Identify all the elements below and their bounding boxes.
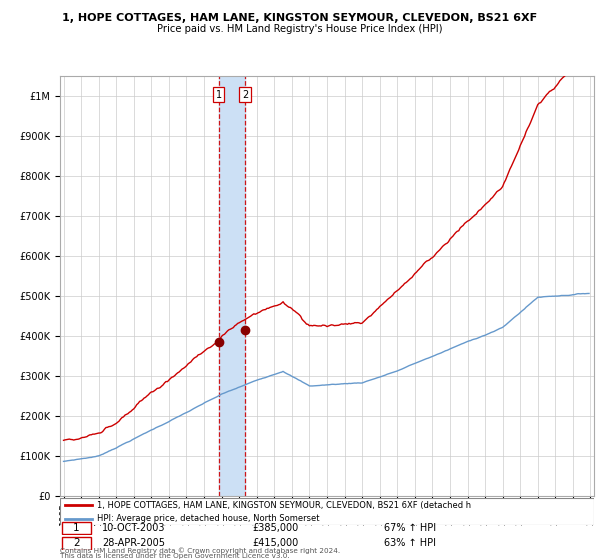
FancyBboxPatch shape: [62, 537, 91, 549]
Text: HPI: Average price, detached house, North Somerset: HPI: Average price, detached house, Nort…: [97, 514, 320, 523]
Text: 1: 1: [73, 523, 80, 533]
Text: 2: 2: [242, 90, 248, 100]
Text: 63% ↑ HPI: 63% ↑ HPI: [384, 538, 436, 548]
Text: 28-APR-2005: 28-APR-2005: [102, 538, 165, 548]
Text: 10-OCT-2003: 10-OCT-2003: [102, 523, 166, 533]
FancyBboxPatch shape: [62, 522, 91, 534]
Text: This data is licensed under the Open Government Licence v3.0.: This data is licensed under the Open Gov…: [60, 553, 290, 559]
Text: £385,000: £385,000: [252, 523, 298, 533]
Text: Contains HM Land Registry data © Crown copyright and database right 2024.: Contains HM Land Registry data © Crown c…: [60, 548, 340, 554]
FancyBboxPatch shape: [60, 498, 594, 525]
Text: 1, HOPE COTTAGES, HAM LANE, KINGSTON SEYMOUR, CLEVEDON, BS21 6XF (detached h: 1, HOPE COTTAGES, HAM LANE, KINGSTON SEY…: [97, 501, 472, 510]
Text: 1: 1: [215, 90, 222, 100]
Text: Price paid vs. HM Land Registry's House Price Index (HPI): Price paid vs. HM Land Registry's House …: [157, 24, 443, 34]
Bar: [218, 76, 245, 496]
Text: £415,000: £415,000: [252, 538, 298, 548]
Text: 2: 2: [73, 538, 80, 548]
Text: 67% ↑ HPI: 67% ↑ HPI: [384, 523, 436, 533]
Text: 1, HOPE COTTAGES, HAM LANE, KINGSTON SEYMOUR, CLEVEDON, BS21 6XF: 1, HOPE COTTAGES, HAM LANE, KINGSTON SEY…: [62, 13, 538, 23]
